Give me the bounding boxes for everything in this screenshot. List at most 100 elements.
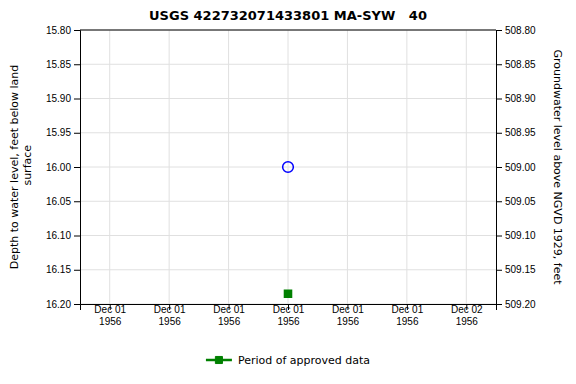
y2-tick: 508.95 [496, 127, 536, 138]
y-tick-label: 16.00 [46, 162, 71, 173]
y2-axis-line [497, 31, 503, 305]
y-tick-label: 16.05 [46, 196, 71, 207]
y2-axis-title: Groundwater level above NGVD 1929, feet [551, 49, 564, 285]
text-line: 1956 [396, 316, 419, 327]
y-tick-mark [74, 99, 80, 100]
y-tick: 15.85 [46, 59, 80, 70]
x-tick: Dec 011956 [213, 304, 245, 327]
y-tick-mark [74, 201, 80, 202]
grid-line-y [80, 30, 496, 31]
y2-tick-label: 509.15 [505, 264, 536, 275]
y-tick-mark [74, 30, 80, 31]
text-line: 1956 [456, 316, 479, 327]
x-tick-label: Dec 011956 [273, 304, 305, 327]
y2-tick-label: 508.85 [505, 59, 536, 70]
y-tick: 15.80 [46, 25, 80, 36]
text-line: Dec 01 [332, 304, 364, 315]
y-axis-title: Depth to water level, feet below land su… [8, 65, 34, 270]
text-line: Dec 01 [94, 304, 126, 315]
text-line: Groundwater level above NGVD 1929, feet [551, 49, 564, 285]
grid-line-x [347, 30, 348, 304]
y2-tick-label: 509.10 [505, 230, 536, 241]
legend-label: Period of approved data [238, 354, 370, 367]
y-tick: 15.95 [46, 127, 80, 138]
y2-tick: 508.80 [496, 25, 536, 36]
text-line: Depth to water level, feet below land [8, 65, 21, 270]
y2-tick-mark [496, 270, 502, 271]
point [283, 162, 294, 173]
y-axis-line [74, 31, 81, 305]
x-tick-label: Dec 011956 [154, 304, 186, 327]
grid-line-x [466, 30, 467, 304]
y-tick-mark [74, 270, 80, 271]
y2-tick-label: 509.20 [505, 299, 536, 310]
y-tick-mark [74, 167, 80, 168]
y-tick-mark [74, 304, 80, 305]
grid-line-x [109, 30, 110, 304]
grid-line-x [288, 30, 289, 304]
text-line: Dec 01 [213, 304, 245, 315]
text-line: Dec 01 [273, 304, 305, 315]
plot-area: Dec 011956Dec 011956Dec 011956Dec 011956… [46, 25, 536, 327]
x-tick: Dec 011956 [273, 304, 305, 327]
x-tick: Dec 021956 [451, 304, 483, 327]
y2-tick: 508.85 [496, 59, 536, 70]
y2-tick-label: 509.00 [505, 162, 536, 173]
y2-tick: 509.10 [496, 230, 536, 241]
grid [80, 30, 496, 304]
text-line: 1956 [218, 316, 241, 327]
x-tick-label: Dec 011956 [94, 304, 126, 327]
grid-line-x [228, 30, 229, 304]
y-tick: 16.15 [46, 264, 80, 275]
marks [283, 162, 294, 298]
grid-line-x [169, 30, 170, 304]
x-tick: Dec 011956 [154, 304, 186, 327]
y2-tick-label: 508.95 [505, 127, 536, 138]
y2-axis: 509.20 509.15 509.10 509.05 509.00 508.95 508.… [496, 25, 536, 310]
text-line: Dec 01 [392, 304, 424, 315]
y2-tick: 508.90 [496, 93, 536, 104]
y-tick: 16.20 [46, 299, 80, 310]
y-tick-label: 15.90 [46, 93, 71, 104]
x-tick-label: Dec 011956 [332, 304, 364, 327]
y-tick-mark [74, 64, 80, 65]
y2-tick-mark [496, 64, 502, 65]
x-tick-label: Dec 021956 [451, 304, 483, 327]
y2-tick-label: 509.05 [505, 196, 536, 207]
y2-tick-mark [496, 167, 502, 168]
x-tick-label: Dec 011956 [213, 304, 245, 327]
series [284, 290, 291, 297]
y-tick-label: 16.20 [46, 299, 71, 310]
series [283, 162, 294, 173]
text-line: Dec 01 [154, 304, 186, 315]
x-tick: Dec 011956 [332, 304, 364, 327]
legend: Period of approved data [206, 354, 370, 367]
y-tick-label: 16.15 [46, 264, 71, 275]
chart-container: Dec 011956Dec 011956Dec 011956Dec 011956… [0, 0, 576, 384]
y2-tick: 509.15 [496, 264, 536, 275]
point [284, 290, 291, 297]
text-line: surface [21, 145, 34, 189]
y-tick: 16.10 [46, 230, 80, 241]
x-tick: Dec 011956 [392, 304, 424, 327]
y-tick: 15.90 [46, 93, 80, 104]
legend-swatch-marker [215, 356, 222, 363]
text-line: 1956 [99, 316, 122, 327]
title: USGS 422732071433801 MA-SYW 40 [149, 8, 427, 23]
y2-tick: 509.00 [496, 162, 536, 173]
y2-tick-mark [496, 304, 502, 305]
plot-frame-top [80, 30, 496, 31]
y-tick-label: 15.80 [46, 25, 71, 36]
y2-tick-mark [496, 201, 502, 202]
text-line: 1956 [337, 316, 360, 327]
y2-tick-mark [496, 30, 502, 31]
chart-svg: Dec 011956Dec 011956Dec 011956Dec 011956… [0, 0, 576, 384]
y-tick: 16.05 [46, 196, 80, 207]
x-tick-label: Dec 011956 [392, 304, 424, 327]
y-tick-label: 15.95 [46, 127, 71, 138]
x-tick: Dec 011956 [94, 304, 126, 327]
background [0, 0, 576, 384]
y2-tick: 509.05 [496, 196, 536, 207]
y2-tick-label: 508.90 [505, 93, 536, 104]
y2-tick-mark [496, 236, 502, 237]
